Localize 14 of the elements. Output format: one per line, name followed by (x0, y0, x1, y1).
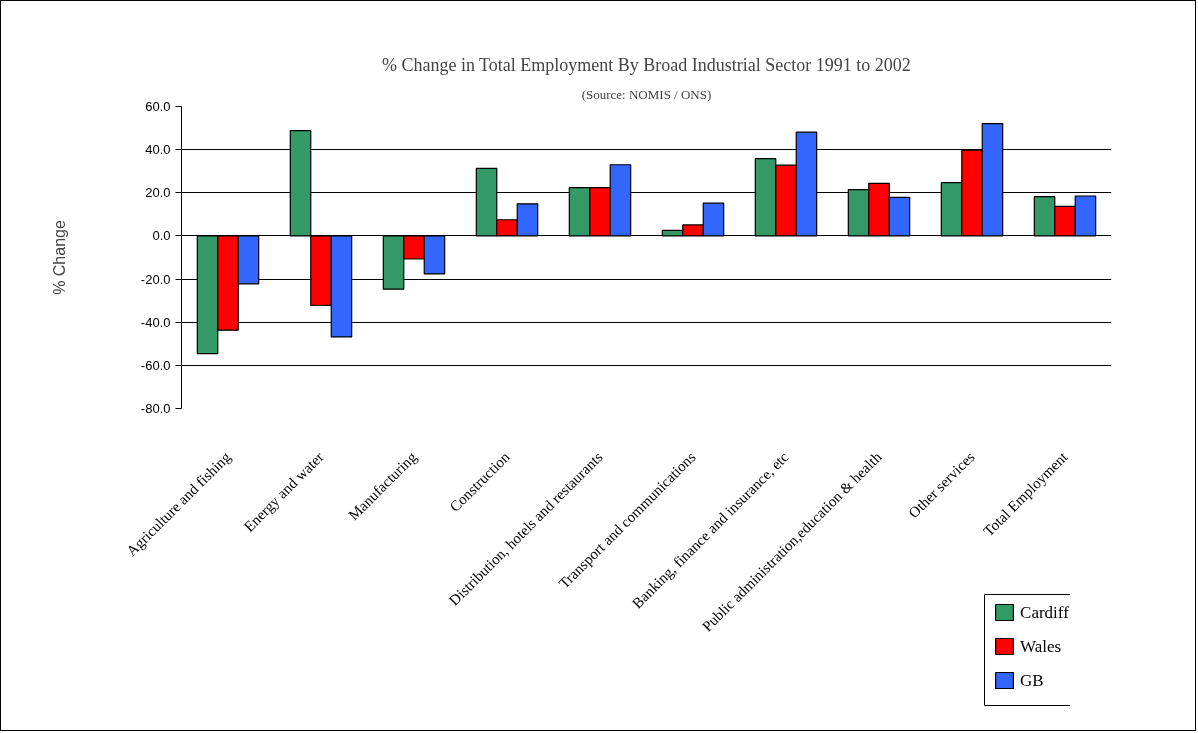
y-tick-label: 0.0 (152, 228, 171, 244)
legend-label: Cardiff (1020, 603, 1070, 622)
legend-label: Wales (1020, 637, 1062, 656)
y-tick-label: -20.0 (140, 271, 171, 287)
y-tick-label: 20.0 (145, 185, 171, 201)
y-tick-label: -80.0 (140, 401, 171, 416)
y-axis-title: % Change (50, 220, 68, 295)
chart-subtitle: (Source: NOMIS / ONS) (581, 86, 712, 102)
y-tick-label: -60.0 (140, 357, 171, 373)
y-tick-label: 40.0 (145, 142, 171, 158)
legend-label: GB (1020, 671, 1044, 690)
y-tick-label: 60.0 (145, 99, 171, 114)
y-tick-label: -40.0 (140, 314, 171, 330)
chart-title: % Change in Total Employment By Broad Industrial Sector 1991 to 2002 (381, 54, 911, 75)
